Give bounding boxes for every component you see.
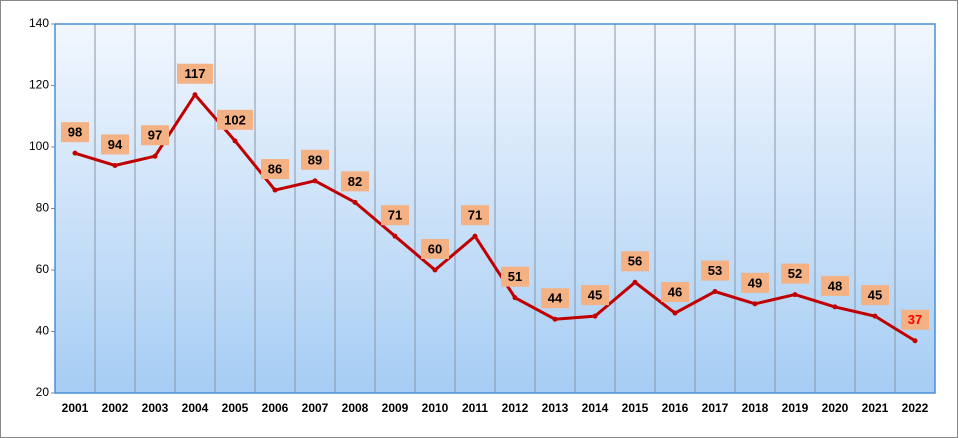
label-box [101,134,129,155]
data-label: 37 [908,312,922,327]
label-box [381,205,409,226]
data-point [872,313,878,319]
label-box [141,125,169,146]
data-label: 94 [108,137,123,152]
x-tick-label: 2014 [582,401,609,415]
data-point [232,138,238,144]
data-point [552,316,558,322]
label-box [621,251,649,272]
x-tick-label: 2022 [902,401,929,415]
data-point [832,304,838,310]
label-box [461,205,489,226]
x-tick-label: 2016 [662,401,689,415]
data-label: 45 [868,288,882,303]
data-label: 89 [308,152,322,167]
y-tick-label: 20 [36,385,50,399]
y-tick-label: 40 [36,324,50,338]
label-box [541,288,569,309]
x-tick-label: 2015 [622,401,649,415]
y-tick-label: 140 [29,16,49,30]
data-label: 44 [548,291,563,306]
x-tick-label: 2008 [342,401,369,415]
data-label: 86 [268,161,282,176]
x-tick-label: 2007 [302,401,329,415]
data-label: 49 [748,275,762,290]
plot-border [54,23,936,394]
label-box [261,159,289,180]
data-point [272,187,278,193]
data-point [72,150,78,156]
data-label: 60 [428,241,442,256]
label-box [581,285,609,306]
x-tick-label: 2012 [502,401,529,415]
x-tick-label: 2006 [262,401,289,415]
label-box [217,109,253,130]
data-point [352,199,358,205]
x-tick-label: 2003 [142,401,169,415]
label-box [901,309,929,330]
data-label: 71 [388,208,402,223]
x-tick-label: 2004 [182,401,209,415]
label-box [821,275,849,296]
data-label: 71 [468,208,482,223]
data-label: 102 [224,112,246,127]
data-point [512,295,518,301]
label-box [741,272,769,293]
x-tick-label: 2002 [102,401,129,415]
x-tick-label: 2020 [822,401,849,415]
x-tick-label: 2010 [422,401,449,415]
y-tick-label: 100 [29,139,49,153]
label-box [177,63,213,84]
y-tick-label: 60 [36,262,50,276]
label-box [861,285,889,306]
data-point [112,162,118,168]
data-line [74,92,916,343]
label-box [661,282,689,303]
x-tick-label: 2021 [862,401,889,415]
label-box [421,239,449,259]
data-label: 52 [788,266,802,281]
label-box [781,263,809,284]
label-box [301,149,329,170]
data-point [912,338,918,344]
data-point [432,267,438,273]
data-label: 45 [588,288,602,303]
label-box [341,171,369,192]
x-tick-label: 2011 [462,401,488,415]
x-tick-label: 2017 [702,401,729,415]
x-tick-label: 2009 [382,401,409,415]
x-tick-label: 2019 [782,401,809,415]
data-point [152,153,158,159]
data-label: 117 [185,66,206,81]
x-tick-label: 2001 [62,401,89,415]
data-point [632,279,638,285]
x-tick-label: 2018 [742,401,769,415]
data-point [392,233,398,239]
label-box [701,260,729,281]
data-point [712,289,718,295]
data-point [592,313,598,319]
data-point [792,292,798,298]
y-tick-label: 80 [36,201,50,215]
data-point [752,301,758,307]
data-point [672,310,678,316]
data-label: 56 [628,254,642,269]
data-label: 53 [708,263,722,278]
data-label: 48 [828,278,842,293]
data-point [472,233,478,239]
data-label: 82 [348,174,362,189]
label-box [501,266,529,287]
x-tick-label: 2005 [222,401,249,415]
data-point [312,178,318,184]
label-box [61,122,89,143]
y-tick-label: 120 [29,78,49,92]
x-tick-label: 2013 [542,401,569,415]
data-label: 98 [68,125,82,140]
data-label: 51 [508,269,522,284]
data-point [192,92,198,98]
data-label: 97 [148,128,162,143]
data-label: 46 [668,284,682,299]
